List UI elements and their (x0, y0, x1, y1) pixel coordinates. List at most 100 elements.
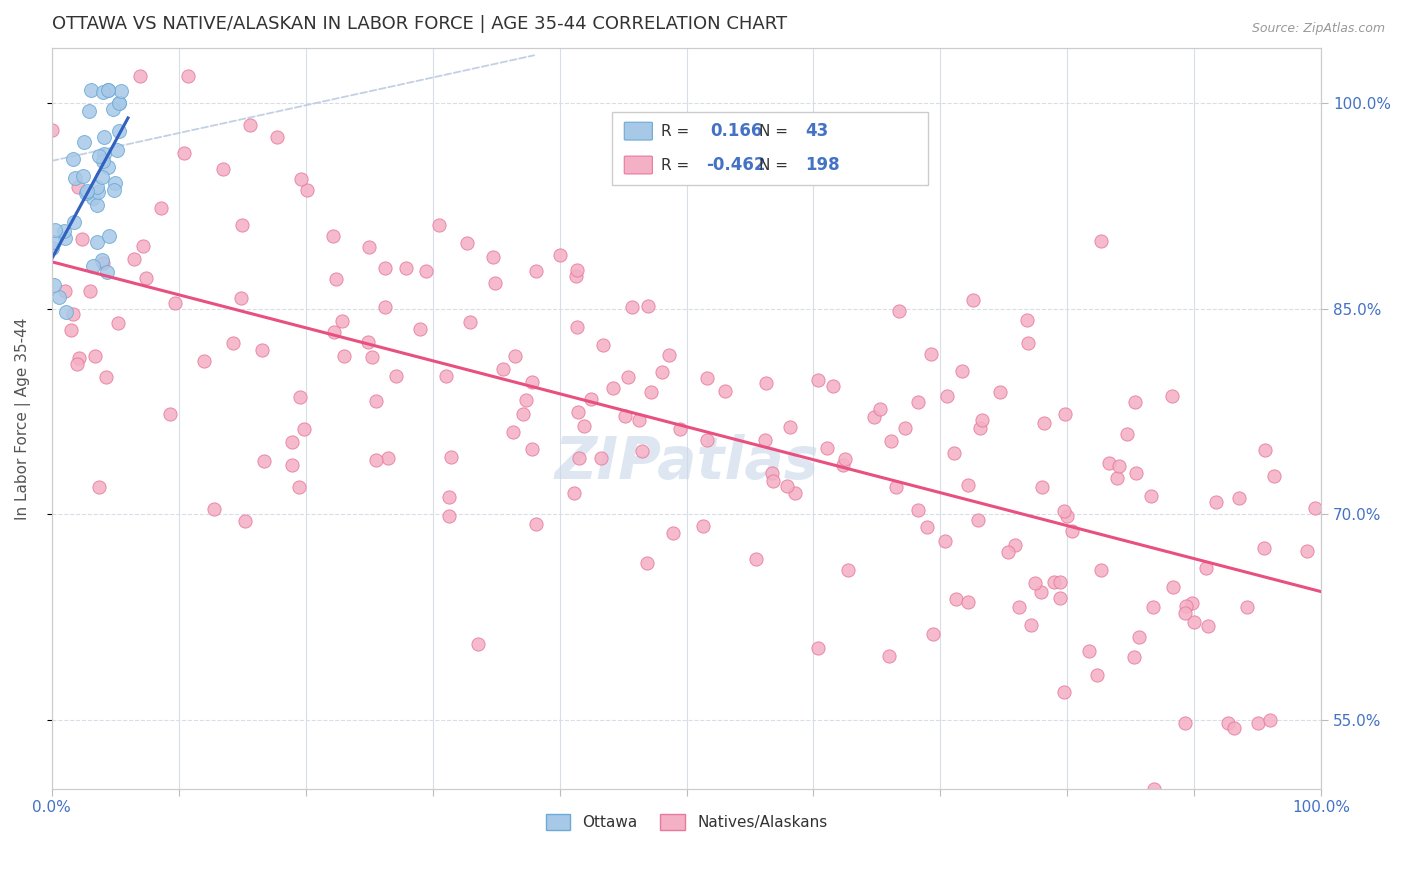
Point (42, 278, 65, 293)
Point (62, 307, 84, 321)
Text: ZIPatlas: ZIPatlas (554, 434, 818, 491)
Point (108, 96, 131, 111)
Point (42, 235, 65, 250)
Text: OTTAWA VS NATIVE/ALASKAN IN LABOR FORCE | AGE 35-44 CORRELATION CHART: OTTAWA VS NATIVE/ALASKAN IN LABOR FORCE … (52, 15, 787, 33)
Point (1253, 541, 1275, 555)
Point (52, 224, 75, 238)
Point (1184, 615, 1206, 629)
Point (481, 250, 503, 264)
Point (657, 348, 679, 362)
Point (165, 296, 187, 310)
Point (821, 379, 844, 393)
Text: Source: ZipAtlas.com: Source: ZipAtlas.com (1251, 22, 1385, 36)
Point (550, 248, 572, 262)
Point (915, 519, 938, 533)
Point (1049, 591, 1071, 605)
Point (1085, 667, 1108, 681)
Point (108, 96, 131, 111)
Point (832, 458, 855, 472)
Point (437, 509, 460, 524)
Point (589, 451, 612, 466)
Point (429, 218, 451, 232)
Point (967, 513, 990, 527)
Point (439, 450, 461, 464)
Point (1258, 713, 1281, 727)
Point (522, 442, 544, 456)
Point (290, 172, 312, 186)
Point (889, 304, 911, 318)
Point (73, 136, 96, 150)
Point (620, 300, 643, 314)
Point (91, 154, 114, 169)
Y-axis label: In Labor Force | Age 35-44: In Labor Force | Age 35-44 (15, 318, 31, 520)
Point (87, 480, 110, 494)
Point (1078, 643, 1101, 657)
Point (815, 442, 838, 456)
Point (98, 228, 121, 243)
Point (63, 215, 86, 229)
Point (1123, 395, 1146, 409)
Point (93, 146, 115, 161)
Point (292, 422, 315, 436)
Point (325, 271, 347, 285)
Point (91, 255, 114, 269)
Point (288, 480, 311, 494)
Point (364, 393, 387, 408)
Point (1142, 600, 1164, 615)
Point (75, 186, 97, 200)
Point (1056, 508, 1078, 523)
Point (253, 454, 276, 468)
Point (761, 466, 783, 480)
Text: -0.462: -0.462 (706, 156, 765, 174)
Point (66, 357, 89, 371)
Point (322, 325, 344, 339)
Point (1043, 574, 1066, 589)
Point (692, 519, 714, 533)
Point (492, 362, 515, 376)
Point (869, 401, 891, 416)
Point (41, 123, 63, 137)
Point (84, 349, 107, 363)
Point (934, 533, 956, 548)
Point (233, 514, 256, 528)
Point (783, 485, 806, 500)
Point (515, 393, 537, 408)
Point (357, 334, 380, 349)
Point (333, 349, 356, 363)
Point (1216, 715, 1239, 730)
Point (602, 381, 624, 395)
Point (696, 433, 718, 447)
Point (193, 354, 215, 368)
Point (1024, 575, 1046, 590)
Point (1161, 580, 1184, 594)
Point (66, 180, 89, 194)
Point (395, 260, 418, 275)
Point (82, 191, 104, 205)
Point (484, 276, 506, 290)
Point (565, 263, 588, 277)
Point (1205, 494, 1227, 508)
Point (105, 143, 128, 157)
Point (159, 407, 181, 421)
Point (755, 376, 778, 391)
Point (568, 450, 591, 465)
Point (101, 102, 124, 116)
Point (107, 317, 129, 331)
Text: 0.166: 0.166 (710, 122, 762, 140)
Point (212, 161, 235, 176)
Point (962, 293, 984, 307)
Point (696, 371, 718, 385)
Point (86, 235, 108, 249)
Point (776, 478, 799, 492)
Point (862, 409, 884, 424)
Point (640, 384, 662, 399)
Point (1108, 459, 1130, 474)
Point (97, 82, 120, 96)
Point (1049, 575, 1071, 590)
Point (364, 453, 387, 467)
Point (837, 563, 859, 577)
Point (409, 322, 432, 336)
Point (330, 314, 353, 328)
Point (434, 369, 457, 384)
Point (44, 223, 66, 237)
